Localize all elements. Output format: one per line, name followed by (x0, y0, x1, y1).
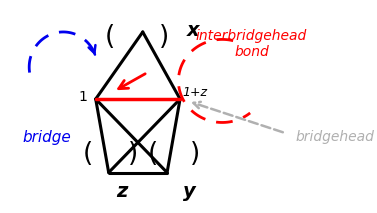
Text: ): ) (159, 24, 169, 50)
Text: bridgehead: bridgehead (295, 130, 374, 144)
Text: (: ( (147, 141, 158, 167)
Text: bridge: bridge (23, 130, 72, 145)
Text: ): ) (128, 141, 138, 167)
Text: y: y (183, 182, 196, 201)
Text: (: ( (105, 24, 115, 50)
Text: z: z (116, 182, 127, 201)
Text: x: x (187, 21, 199, 40)
Text: ): ) (190, 141, 200, 167)
Text: 1: 1 (78, 90, 87, 104)
Text: (: ( (83, 141, 93, 167)
Text: 1+z: 1+z (182, 86, 207, 99)
Text: interbridgehead
bond: interbridgehead bond (196, 29, 307, 59)
